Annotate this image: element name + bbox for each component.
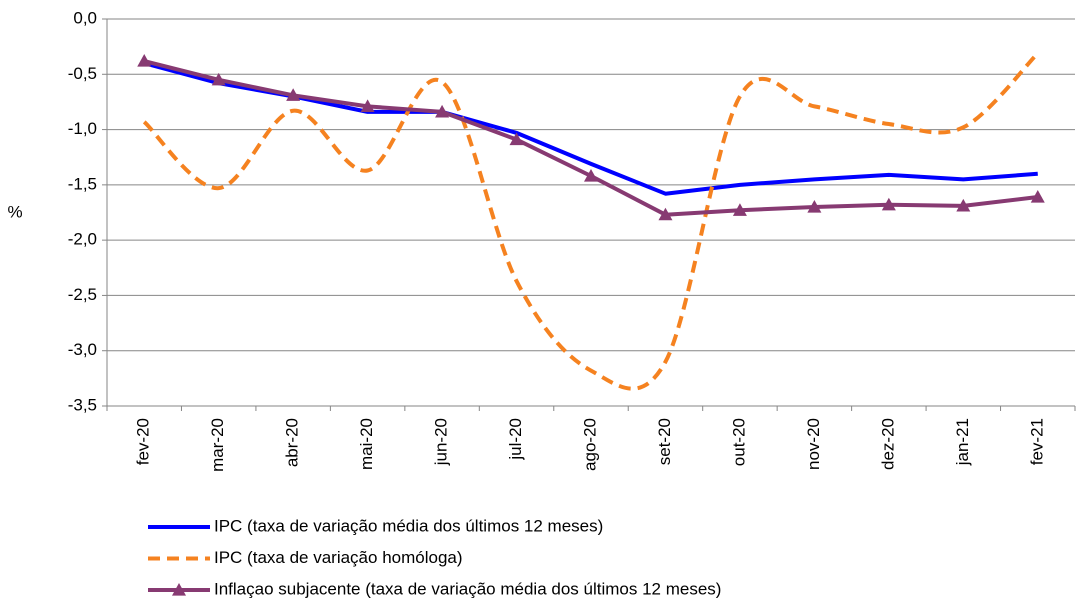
y-axis-label: % — [7, 202, 22, 221]
marker — [956, 198, 971, 212]
x-tick-label: mar-20 — [208, 418, 227, 472]
x-tick-label: fev-21 — [1027, 418, 1046, 465]
marker — [211, 72, 226, 86]
legend-label: IPC (taxa de variação homóloga) — [214, 548, 463, 567]
y-tick-label: -2,0 — [68, 230, 97, 249]
marker — [509, 132, 524, 146]
marker — [137, 54, 152, 67]
y-tick-label: 0,0 — [73, 8, 97, 27]
x-tick-label: set-20 — [655, 418, 674, 465]
x-tick-label: mai-20 — [357, 418, 376, 470]
y-tick-label: -0,5 — [68, 64, 97, 83]
marker — [732, 203, 747, 216]
marker — [584, 169, 598, 182]
y-tick-label: -2,5 — [68, 285, 97, 304]
series-line — [143, 59, 1039, 217]
marker — [435, 104, 450, 118]
marker — [881, 197, 896, 211]
x-tick-label: abr-20 — [283, 418, 302, 467]
y-tick-label: -3,0 — [68, 340, 97, 359]
x-tick-label: ago-20 — [580, 418, 599, 471]
x-tick-label: jul-20 — [506, 418, 525, 461]
marker — [286, 88, 301, 101]
x-tick-label: dez-20 — [878, 418, 897, 470]
marker — [658, 207, 673, 221]
y-tick-label: -1,0 — [68, 119, 97, 138]
x-tick-label: fev-20 — [134, 418, 153, 465]
marker — [807, 199, 822, 213]
x-tick-label: nov-20 — [804, 418, 823, 470]
legend-label: Inflaçao subjacente (taxa de variação mé… — [214, 579, 721, 598]
marker — [1030, 190, 1045, 203]
x-tick-label: jun-20 — [432, 418, 451, 466]
series-line — [142, 51, 1040, 391]
legend-label: IPC (taxa de variação média dos últimos … — [214, 516, 603, 535]
x-tick-label: out-20 — [729, 418, 748, 466]
x-tick-label: jan-21 — [953, 418, 972, 466]
legend-marker — [172, 583, 186, 596]
y-tick-label: -3,5 — [68, 395, 97, 414]
marker — [360, 99, 375, 112]
y-tick-label: -1,5 — [68, 174, 97, 193]
